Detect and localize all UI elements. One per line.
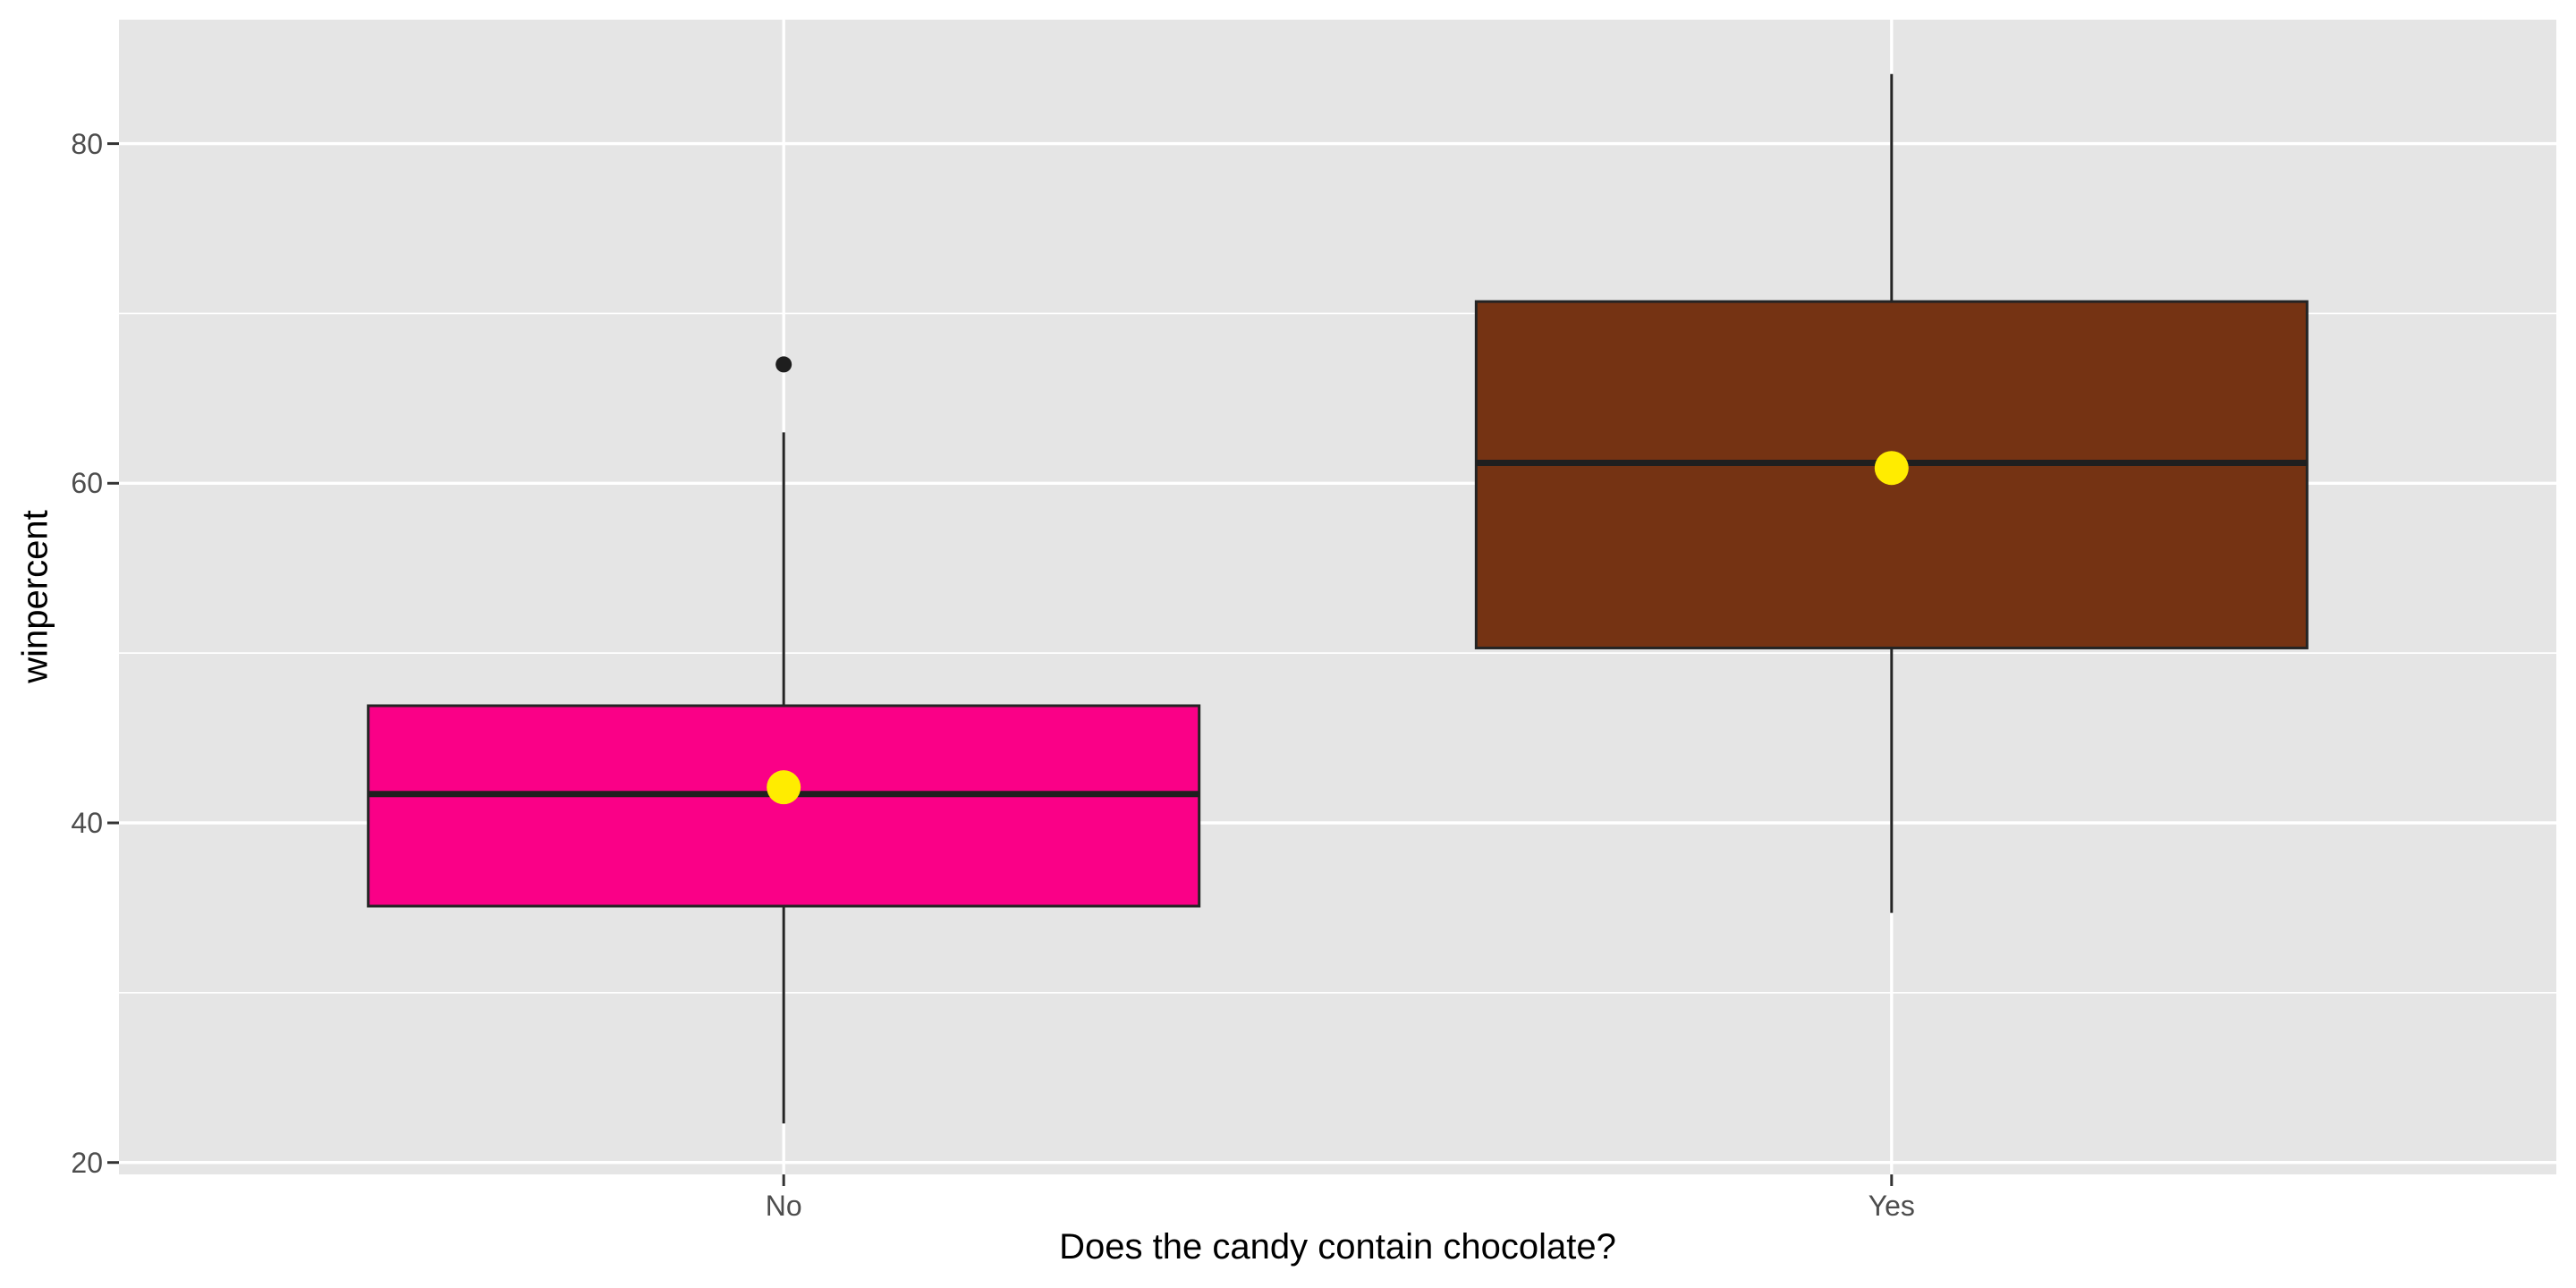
x-tick-label: Yes xyxy=(1868,1190,1915,1222)
mean-point-yes xyxy=(1874,451,1909,486)
y-tick-label: 40 xyxy=(71,807,103,839)
y-tick-label: 80 xyxy=(71,127,103,160)
box-no xyxy=(367,704,1201,908)
mean-point-no xyxy=(767,770,801,805)
y-tick-label: 20 xyxy=(71,1146,103,1179)
outlier-point-no xyxy=(775,356,792,373)
x-tick-label: No xyxy=(765,1190,802,1222)
y-tick-label: 60 xyxy=(71,467,103,500)
y-axis-title: winpercent xyxy=(15,510,55,683)
x-axis-title: Does the candy contain chocolate? xyxy=(1059,1227,1616,1267)
